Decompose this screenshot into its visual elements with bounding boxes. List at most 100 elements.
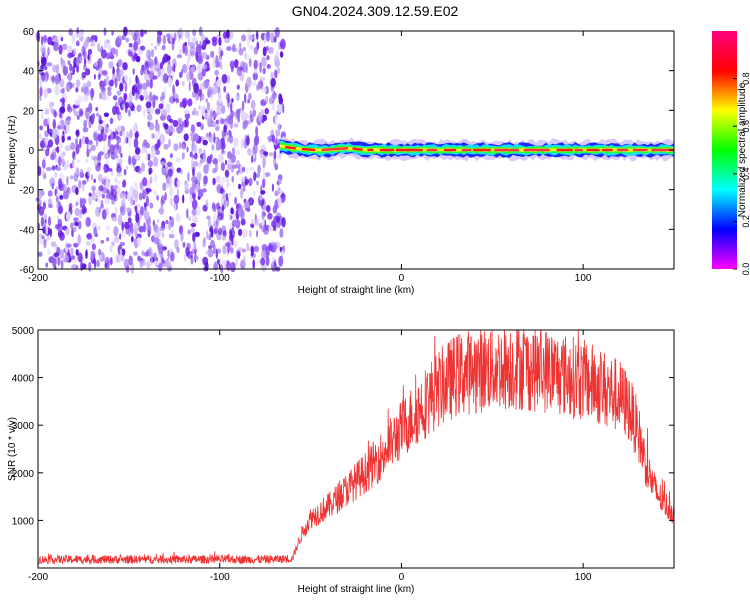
noise-speck bbox=[189, 186, 194, 196]
noise-speck bbox=[88, 261, 92, 272]
noise-speck bbox=[51, 149, 57, 160]
noise-speck bbox=[79, 56, 83, 62]
snr-series-line bbox=[37, 329, 675, 566]
noise-speck bbox=[230, 102, 233, 113]
noise-speck bbox=[59, 78, 65, 88]
colorbar-tick-label: 0.8 bbox=[741, 72, 750, 85]
noise-speck bbox=[134, 193, 138, 203]
noise-speck bbox=[112, 184, 118, 190]
noise-speck bbox=[205, 249, 211, 256]
noise-speck bbox=[74, 155, 77, 161]
noise-speck bbox=[178, 48, 183, 55]
noise-speck bbox=[189, 45, 196, 56]
noise-speck bbox=[140, 45, 146, 51]
noise-speck bbox=[188, 41, 191, 47]
spectrogram-y-tick-label: 40 bbox=[23, 67, 35, 78]
noise-speck bbox=[237, 206, 244, 217]
noise-speck bbox=[153, 173, 158, 183]
noise-speck bbox=[96, 259, 100, 268]
noise-speck bbox=[112, 95, 118, 101]
noise-speck bbox=[277, 178, 282, 183]
noise-speck bbox=[152, 95, 159, 101]
noise-speck bbox=[79, 168, 84, 178]
noise-speck bbox=[81, 204, 86, 215]
noise-speck bbox=[163, 143, 169, 150]
noise-speck bbox=[52, 148, 56, 153]
colorbar-tick-label: 0.6 bbox=[741, 120, 750, 133]
noise-speck bbox=[37, 166, 42, 176]
noise-speck bbox=[191, 141, 194, 153]
noise-speck bbox=[169, 153, 173, 159]
noise-speck bbox=[109, 257, 113, 266]
noise-speck bbox=[160, 71, 164, 82]
noise-speck bbox=[72, 226, 77, 232]
noise-speck bbox=[154, 132, 158, 143]
spectrogram-x-tick-label: -200 bbox=[28, 273, 48, 284]
noise-speck bbox=[103, 27, 107, 36]
noise-speck bbox=[113, 226, 119, 237]
noise-speck bbox=[221, 175, 227, 183]
noise-speck bbox=[51, 128, 58, 139]
noise-speck bbox=[125, 207, 131, 213]
noise-speck bbox=[77, 234, 81, 245]
noise-speck bbox=[140, 147, 146, 154]
noise-speck bbox=[231, 166, 234, 173]
noise-speck bbox=[56, 246, 61, 256]
noise-speck bbox=[106, 259, 110, 270]
noise-speck bbox=[271, 91, 277, 99]
noise-speck bbox=[85, 68, 91, 76]
noise-speck bbox=[157, 127, 160, 134]
noise-speck bbox=[168, 177, 173, 188]
noise-speck bbox=[127, 191, 131, 202]
noise-speck bbox=[77, 220, 82, 230]
noise-speck bbox=[263, 249, 266, 259]
figure-title: GN04.2024.309.12.59.E02 bbox=[292, 3, 459, 19]
noise-speck bbox=[227, 94, 230, 104]
noise-speck bbox=[248, 58, 252, 68]
colorbar-gradient bbox=[712, 31, 737, 269]
noise-speck bbox=[143, 202, 147, 213]
noise-speck bbox=[105, 52, 111, 60]
noise-speck bbox=[58, 178, 63, 189]
noise-speck bbox=[202, 188, 207, 193]
noise-speck bbox=[275, 49, 279, 59]
noise-speck bbox=[70, 222, 74, 230]
noise-speck bbox=[177, 125, 183, 134]
noise-speck bbox=[87, 171, 90, 177]
noise-speck bbox=[207, 86, 213, 97]
noise-speck bbox=[121, 192, 127, 200]
noise-speck bbox=[128, 226, 131, 237]
noise-speck bbox=[92, 112, 95, 120]
noise-speck bbox=[93, 159, 98, 167]
noise-speck bbox=[41, 71, 45, 82]
noise-speck bbox=[164, 191, 167, 201]
noise-speck bbox=[72, 48, 77, 56]
noise-speck bbox=[168, 118, 174, 124]
noise-speck bbox=[216, 139, 222, 151]
noise-speck bbox=[216, 100, 220, 107]
noise-speck bbox=[256, 41, 260, 50]
noise-speck bbox=[191, 158, 194, 169]
noise-speck bbox=[246, 207, 251, 212]
noise-speck bbox=[100, 239, 105, 244]
noise-speck bbox=[153, 189, 157, 196]
noise-speck bbox=[109, 144, 115, 155]
noise-speck bbox=[85, 59, 92, 64]
noise-speck bbox=[71, 33, 76, 44]
noise-speck bbox=[141, 261, 146, 267]
noise-speck bbox=[108, 61, 114, 69]
noise-speck bbox=[38, 206, 45, 216]
noise-speck bbox=[231, 175, 234, 183]
noise-speck bbox=[179, 169, 183, 175]
noise-speck bbox=[73, 217, 79, 222]
noise-speck bbox=[259, 194, 263, 201]
noise-speck bbox=[278, 189, 283, 195]
noise-speck bbox=[128, 51, 133, 57]
noise-speck bbox=[204, 261, 209, 272]
noise-speck bbox=[221, 73, 228, 84]
noise-speck bbox=[149, 202, 154, 209]
noise-speck bbox=[226, 178, 230, 188]
noise-speck bbox=[47, 249, 51, 256]
noise-speck bbox=[251, 155, 254, 164]
noise-speck bbox=[97, 42, 100, 52]
